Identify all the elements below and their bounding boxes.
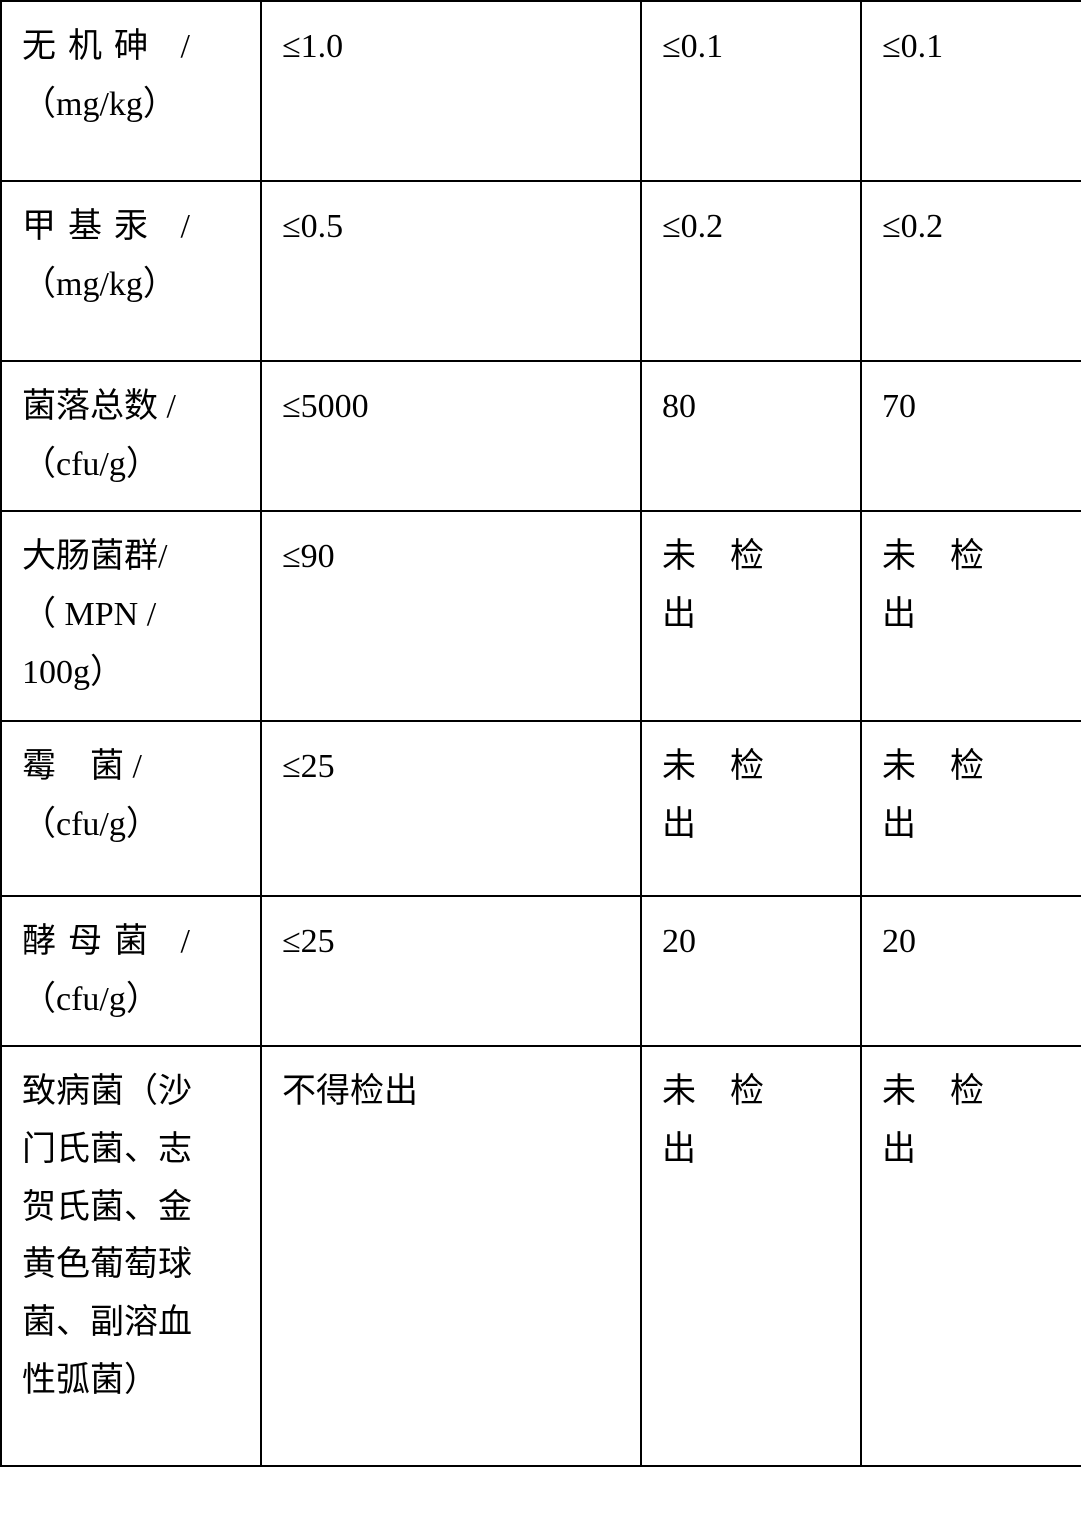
- param-name-cell: 甲基汞 /（mg/kg）: [1, 181, 261, 361]
- result-value: ≤0.2: [662, 208, 723, 245]
- param-name-cell: 无机砷 /（mg/kg）: [1, 1, 261, 181]
- result-value: 20: [662, 923, 696, 960]
- param-name-line: 100g）: [22, 644, 240, 702]
- limit-cell: ≤25: [261, 721, 641, 896]
- param-name-cell: 霉 菌 /（cfu/g）: [1, 721, 261, 896]
- result-value: ≤0.1: [882, 28, 943, 65]
- limit-cell: 不得检出: [261, 1046, 641, 1466]
- table-row: 致病菌（沙门氏菌、志贺氏菌、金黄色葡萄球菌、副溶血性弧菌） 不得检出 未 检出未 检…: [1, 1046, 1081, 1466]
- result-cell-2: 未 检出: [861, 511, 1081, 721]
- result-cell-2: ≤0.1: [861, 1, 1081, 181]
- table-row: 甲基汞 /（mg/kg） ≤0.5 ≤0.2 ≤0.2: [1, 181, 1081, 361]
- limit-value: ≤0.5: [282, 208, 343, 245]
- result-line: 未 检: [662, 738, 840, 796]
- param-name-line: 致病菌（沙: [22, 1063, 240, 1121]
- param-name-line: 无机砷 /: [22, 18, 240, 76]
- result-value: ≤0.1: [662, 28, 723, 65]
- param-name-line: 大肠菌群/: [22, 528, 240, 586]
- limit-value: ≤25: [282, 748, 335, 785]
- limit-cell: ≤5000: [261, 361, 641, 511]
- result-cell-2: 20: [861, 896, 1081, 1046]
- param-name-cell: 菌落总数 /（cfu/g）: [1, 361, 261, 511]
- result-cell-1: ≤0.1: [641, 1, 861, 181]
- limit-value: 不得检出: [282, 1073, 418, 1110]
- result-cell-1: 未 检出: [641, 721, 861, 896]
- param-name-line: 门氏菌、志: [22, 1121, 240, 1179]
- limit-value: ≤25: [282, 923, 335, 960]
- result-line: 未 检: [662, 528, 840, 586]
- param-name-cell: 致病菌（沙门氏菌、志贺氏菌、金黄色葡萄球菌、副溶血性弧菌）: [1, 1046, 261, 1466]
- result-line: 出: [662, 586, 840, 644]
- limit-cell: ≤25: [261, 896, 641, 1046]
- result-cell-2: ≤0.2: [861, 181, 1081, 361]
- param-name-line: 酵母菌 /: [22, 913, 240, 971]
- param-name-line: （ MPN /: [22, 586, 240, 644]
- table-row: 无机砷 /（mg/kg） ≤1.0 ≤0.1 ≤0.1: [1, 1, 1081, 181]
- limit-value: ≤1.0: [282, 28, 343, 65]
- param-name-line: 菌落总数 /: [22, 378, 240, 436]
- param-name-line: （cfu/g）: [22, 796, 240, 854]
- param-name-cell: 酵母菌 /（cfu/g）: [1, 896, 261, 1046]
- param-name-line: 甲基汞 /: [22, 198, 240, 256]
- param-name-line: 性弧菌）: [22, 1352, 240, 1410]
- table-row: 霉 菌 /（cfu/g） ≤25 未 检出未 检出: [1, 721, 1081, 896]
- param-name-line: （cfu/g）: [22, 436, 240, 494]
- limit-cell: ≤1.0: [261, 1, 641, 181]
- result-cell-2: 未 检出: [861, 721, 1081, 896]
- result-cell-1: 未 检出: [641, 1046, 861, 1466]
- result-line: 未 检: [882, 528, 1061, 586]
- result-cell-2: 70: [861, 361, 1081, 511]
- param-name-line: （cfu/g）: [22, 971, 240, 1029]
- result-cell-1: 80: [641, 361, 861, 511]
- result-line: 出: [662, 1121, 840, 1179]
- spec-table: 无机砷 /（mg/kg）≤1.0≤0.1≤0.1甲基汞 /（mg/kg）≤0.5…: [0, 0, 1081, 1467]
- result-line: 未 检: [662, 1063, 840, 1121]
- param-name-line: （mg/kg）: [22, 76, 240, 134]
- table-row: 大肠菌群/（ MPN /100g） ≤90 未 检出未 检出: [1, 511, 1081, 721]
- result-cell-1: 20: [641, 896, 861, 1046]
- table-row: 菌落总数 /（cfu/g） ≤5000 80 70: [1, 361, 1081, 511]
- param-name-line: 黄色葡萄球: [22, 1236, 240, 1294]
- result-line: 出: [882, 796, 1061, 854]
- param-name-cell: 大肠菌群/（ MPN /100g）: [1, 511, 261, 721]
- result-line: 未 检: [882, 738, 1061, 796]
- result-line: 未 检: [882, 1063, 1061, 1121]
- result-value: 80: [662, 388, 696, 425]
- table-row: 酵母菌 /（cfu/g） ≤25 20 20: [1, 896, 1081, 1046]
- limit-cell: ≤0.5: [261, 181, 641, 361]
- result-line: 出: [662, 796, 840, 854]
- result-value: 20: [882, 923, 916, 960]
- result-cell-1: ≤0.2: [641, 181, 861, 361]
- param-name-line: 菌、副溶血: [22, 1294, 240, 1352]
- result-value: ≤0.2: [882, 208, 943, 245]
- result-line: 出: [882, 586, 1061, 644]
- limit-cell: ≤90: [261, 511, 641, 721]
- result-line: 出: [882, 1121, 1061, 1179]
- param-name-line: 贺氏菌、金: [22, 1179, 240, 1237]
- limit-value: ≤90: [282, 538, 335, 575]
- limit-value: ≤5000: [282, 388, 369, 425]
- result-cell-2: 未 检出: [861, 1046, 1081, 1466]
- param-name-line: （mg/kg）: [22, 256, 240, 314]
- param-name-line: 霉 菌 /: [22, 738, 240, 796]
- result-cell-1: 未 检出: [641, 511, 861, 721]
- result-value: 70: [882, 388, 916, 425]
